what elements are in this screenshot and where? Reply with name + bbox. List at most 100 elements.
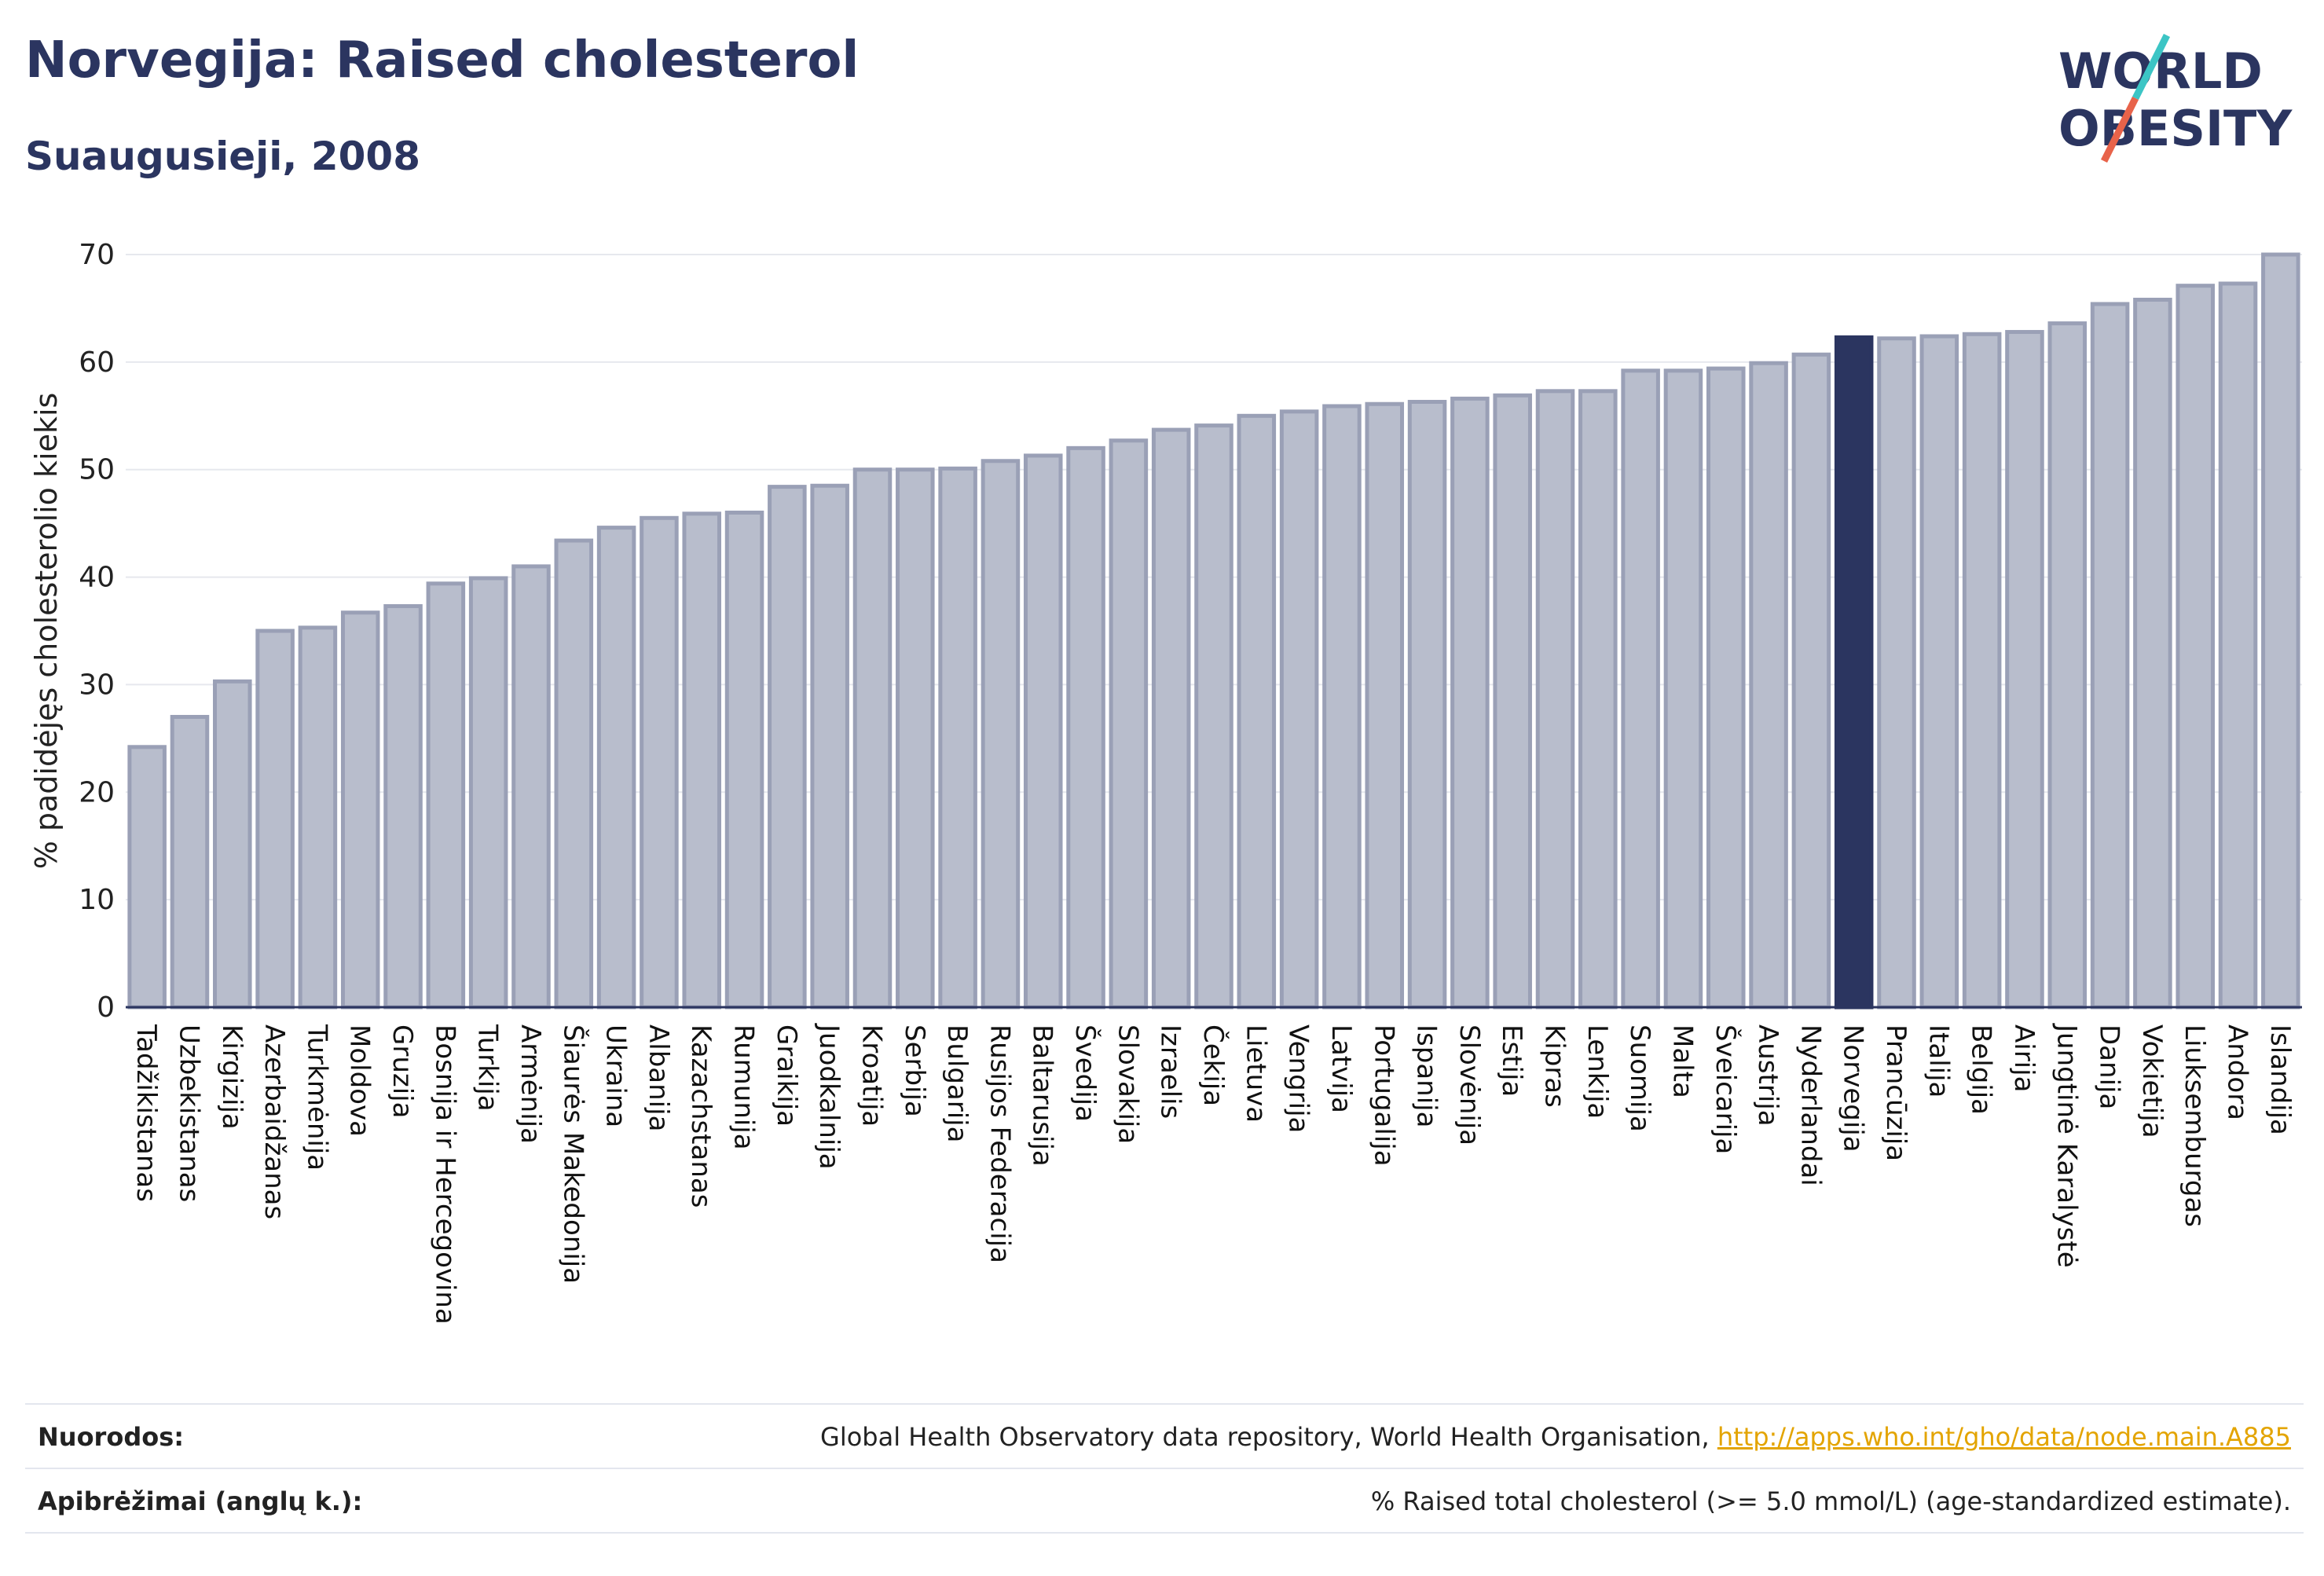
bar (2261, 252, 2300, 1010)
x-tick-label: Prancūzija (1880, 1024, 1912, 1161)
x-tick-label: Kipras (1539, 1024, 1571, 1108)
bar (1791, 352, 1831, 1010)
logo-accent-teal (2132, 33, 2171, 101)
logo-accent-red (2100, 96, 2139, 163)
x-tick-label: Estija (1496, 1024, 1527, 1097)
footer-divider (25, 1532, 2304, 1534)
x-tick-label: Belgija (1966, 1024, 1997, 1115)
bar (1151, 427, 1191, 1010)
bar (1279, 409, 1319, 1010)
x-tick-label: Slovakija (1112, 1024, 1143, 1144)
y-tick-label: 20 (79, 776, 115, 808)
bar (255, 629, 295, 1010)
sources-label: Nuorodos: (38, 1422, 185, 1452)
x-tick-label: Suomija (1624, 1024, 1655, 1132)
bar (426, 581, 466, 1010)
x-tick-label: Šiaurės Makedonija (557, 1024, 589, 1284)
x-tick-label: Liuksemburgas (2179, 1024, 2210, 1227)
bar (213, 679, 252, 1010)
y-axis-label: % padidėjęs cholesterolio kiekis (29, 393, 64, 870)
x-tick-label: Islandija (2264, 1024, 2296, 1135)
bar (1535, 389, 1575, 1010)
bar (1109, 438, 1149, 1010)
x-tick-label: Rusijos Federacija (984, 1024, 1015, 1263)
x-tick-label: Bulgarija (941, 1024, 973, 1142)
x-tick-label: Ukraina (600, 1024, 632, 1127)
x-tick-label: Armėnija (515, 1024, 546, 1144)
footer-sources-row: Nuorodos: Global Health Observatory data… (25, 1403, 2304, 1469)
x-tick-label: Juodkalnija (813, 1023, 845, 1170)
x-tick-label: Serbija (899, 1024, 930, 1117)
bar (1919, 334, 1959, 1010)
footer-definitions-row: Apibrėžimai (anglų k.): % Raised total c… (25, 1468, 2304, 1534)
bar (1194, 423, 1233, 1010)
sources-value: Global Health Observatory data repositor… (820, 1422, 2291, 1452)
bar (640, 515, 679, 1010)
y-tick-label: 30 (79, 669, 115, 701)
bar (1621, 368, 1660, 1010)
x-tick-label: Andora (2222, 1024, 2253, 1120)
x-tick-label: Turkija (472, 1024, 504, 1112)
x-tick-label: Latvija (1325, 1024, 1357, 1113)
bar (554, 538, 594, 1010)
bar (2176, 284, 2215, 1010)
x-tick-label: Ispanija (1411, 1024, 1442, 1127)
bar (1237, 413, 1277, 1010)
x-tick-label: Kirgizija (216, 1024, 247, 1130)
bar-chart: 0 10 20 30 40 50 60 70 % padidėjęs cholesterolio… (29, 239, 2302, 1325)
x-tick-label: Albanija (643, 1024, 674, 1131)
bar (724, 510, 764, 1010)
x-tick-label: Slovėnija (1453, 1024, 1485, 1145)
bar (682, 511, 722, 1010)
bar (2005, 330, 2044, 1010)
x-tick-label: Lietuva (1240, 1024, 1271, 1123)
bar (2133, 297, 2172, 1010)
bar (1365, 401, 1405, 1010)
bar (1493, 393, 1532, 1010)
bar (768, 485, 807, 1010)
y-tick-label: 0 (97, 991, 115, 1024)
sources-link[interactable]: http://apps.who.int/gho/data/node.main.A… (1717, 1422, 2291, 1452)
bar (1578, 389, 1618, 1010)
x-tick-label: Graikija (771, 1024, 802, 1127)
x-tick-label: Lenkija (1582, 1024, 1613, 1119)
x-tick-label: Moldova (344, 1024, 376, 1137)
bar (810, 483, 849, 1010)
x-tick-label: Gruzija (387, 1024, 418, 1118)
bar (2090, 302, 2130, 1010)
x-tick-label: Šveicarija (1710, 1024, 1742, 1154)
x-tick-label: Kroatija (856, 1024, 887, 1127)
bar (511, 564, 551, 1010)
x-tick-label: Portugalija (1368, 1024, 1399, 1167)
x-tick-label: Rumunija (728, 1024, 760, 1150)
y-tick-label: 50 (79, 454, 115, 486)
x-tick-label: Baltarusija (1027, 1024, 1058, 1167)
x-tick-label: Vokietija (2136, 1024, 2168, 1138)
bar (1749, 361, 1788, 1010)
bar (127, 745, 167, 1010)
x-tick-label: Italija (1923, 1024, 1954, 1098)
bar (896, 467, 935, 1010)
sources-text: Global Health Observatory data repositor… (820, 1422, 1717, 1452)
bar (1407, 399, 1447, 1010)
x-tick-label: Čekija (1197, 1024, 1230, 1106)
x-tick-label: Švedija (1069, 1024, 1102, 1122)
bar (1450, 396, 1490, 1010)
y-tick-label: 10 (79, 884, 115, 916)
definitions-value: % Raised total cholesterol (>= 5.0 mmol/… (1370, 1486, 2291, 1516)
chart-subtitle: Suaugusieji, 2008 (25, 134, 420, 179)
bar (596, 526, 636, 1010)
bar (1023, 453, 1063, 1010)
chart-title: Norvegija: Raised cholesterol (25, 31, 860, 90)
bar (1066, 445, 1105, 1010)
x-tick-label: Norvegija (1838, 1024, 1869, 1153)
x-tick-label: Azerbaidžanas (258, 1024, 290, 1219)
y-tick-label: 60 (79, 346, 115, 379)
x-tick-label: Malta (1666, 1024, 1698, 1098)
bar (340, 610, 380, 1010)
x-tick-label: Izraelis (1155, 1024, 1186, 1119)
definitions-label: Apibrėžimai (anglų k.): (38, 1486, 363, 1516)
bar (981, 459, 1021, 1010)
bar (852, 467, 893, 1010)
bar (1706, 366, 1746, 1010)
